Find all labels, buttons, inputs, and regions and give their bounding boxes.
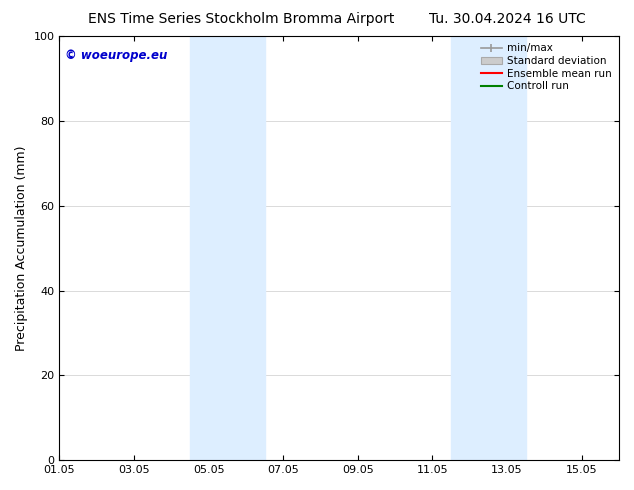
Text: ENS Time Series Stockholm Bromma Airport: ENS Time Series Stockholm Bromma Airport bbox=[87, 12, 394, 26]
Text: © woeurope.eu: © woeurope.eu bbox=[65, 49, 167, 62]
Y-axis label: Precipitation Accumulation (mm): Precipitation Accumulation (mm) bbox=[15, 146, 28, 351]
Text: Tu. 30.04.2024 16 UTC: Tu. 30.04.2024 16 UTC bbox=[429, 12, 586, 26]
Legend: min/max, Standard deviation, Ensemble mean run, Controll run: min/max, Standard deviation, Ensemble me… bbox=[477, 39, 616, 96]
Bar bbox=[190, 36, 264, 460]
Bar bbox=[451, 36, 526, 460]
